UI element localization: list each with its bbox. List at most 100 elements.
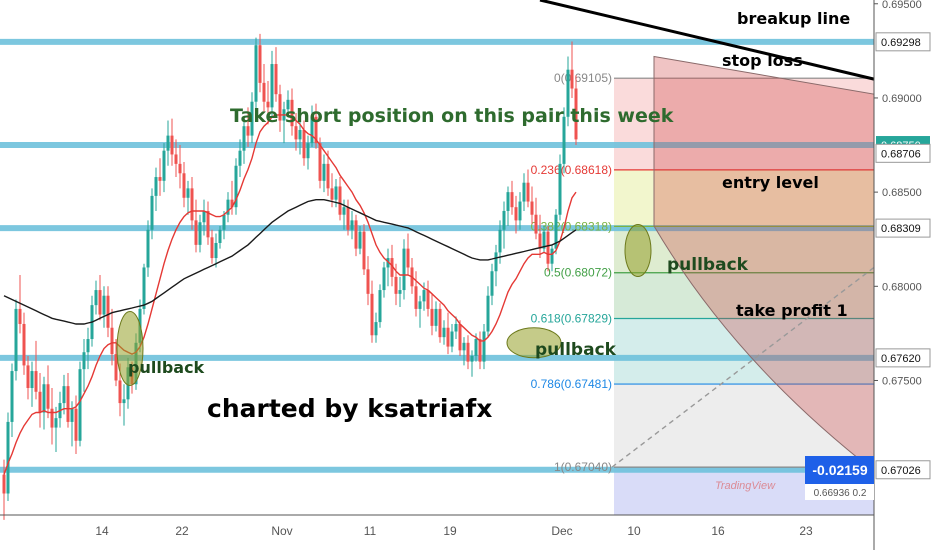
price-marker-box	[875, 348, 931, 368]
candle-body	[322, 163, 326, 181]
candle-body	[426, 290, 430, 309]
candle-body	[398, 290, 402, 294]
time-tick-label: 10	[627, 524, 641, 538]
pullback-ellipse	[116, 310, 144, 386]
dashed-projection-line	[611, 266, 875, 468]
annotation-breakup: breakup line	[737, 9, 850, 28]
candle-body	[294, 126, 298, 140]
candle-body	[178, 163, 182, 174]
candle-body	[422, 290, 426, 302]
price-marker-label: 0.69298	[881, 37, 921, 49]
candle-body	[390, 258, 394, 277]
fib-level-label: 0(0.69105)	[554, 71, 612, 85]
candle-body	[206, 210, 210, 238]
fib-level-label: 1(0.67040)	[554, 460, 612, 474]
candle-body	[6, 421, 10, 494]
candle-body	[446, 327, 450, 347]
candle-body	[478, 339, 482, 362]
candle-body	[214, 242, 218, 259]
candle-body	[346, 207, 350, 230]
candle-body	[302, 129, 306, 159]
candle-body	[46, 384, 50, 409]
candle-body	[550, 248, 554, 264]
candle-body	[286, 99, 290, 110]
breakup-trendline	[539, 0, 875, 81]
price-tick-label: 0.69500	[882, 0, 922, 11]
fib-level-label: 0.382(0.68318)	[531, 219, 612, 233]
candle-body	[62, 386, 66, 404]
time-tick-label: 19	[443, 524, 457, 538]
candle-body	[306, 143, 310, 159]
candle-body	[94, 290, 98, 306]
candle-body	[514, 207, 518, 221]
candle-body	[402, 248, 406, 291]
candle-body	[194, 220, 198, 245]
candle-body	[522, 182, 526, 202]
candle-body	[170, 135, 174, 155]
candle-body	[350, 220, 354, 230]
candle-body	[18, 308, 22, 324]
candle-body	[570, 69, 574, 89]
fib-zone	[614, 78, 874, 170]
price-marker-label: 0.67620	[881, 353, 921, 365]
candle-body	[458, 323, 462, 351]
fib-zone	[614, 272, 874, 319]
price-marker-box	[875, 218, 931, 238]
candle-body	[70, 408, 74, 422]
annotation-pullback_c: pullback	[667, 255, 749, 275]
candle-body	[34, 371, 38, 392]
time-tick-label: 22	[175, 524, 189, 538]
candle-body	[434, 308, 438, 326]
candle-body	[198, 222, 202, 245]
candle-body	[158, 177, 162, 181]
candle-body	[530, 201, 534, 215]
candle-body	[66, 386, 70, 422]
candle-body	[406, 248, 410, 268]
candle-body	[254, 45, 258, 102]
candle-body	[574, 88, 578, 140]
fib-level-label: 0.618(0.67829)	[531, 312, 612, 326]
candle-body	[314, 116, 318, 144]
candle-body	[42, 384, 46, 413]
candle-body	[534, 214, 538, 234]
candle-body	[370, 293, 374, 336]
candle-body	[110, 327, 114, 355]
price-tick-label: 0.69000	[882, 93, 922, 105]
candle-body	[538, 233, 542, 249]
candle-body	[218, 229, 222, 243]
candle-body	[442, 327, 446, 338]
candle-body	[226, 199, 230, 215]
annotation-signature: charted by ksatriafx	[207, 394, 492, 423]
candle-body	[462, 342, 466, 351]
candle-body	[274, 64, 278, 95]
candle-body	[418, 301, 422, 309]
candle-body	[182, 173, 186, 198]
candle-body	[558, 163, 562, 215]
candle-body	[238, 150, 242, 166]
value-badge	[805, 456, 874, 484]
candle-body	[366, 269, 370, 294]
annotation-pullback_b: pullback	[535, 340, 617, 360]
candle-body	[74, 408, 78, 441]
candle-body	[174, 154, 178, 164]
candle-body	[14, 308, 18, 372]
annotation-tp1: take profit 1	[736, 301, 848, 320]
candle-body	[258, 45, 262, 83]
value-badge-sub	[805, 484, 874, 500]
candle-body	[210, 237, 214, 259]
candle-body	[266, 101, 270, 108]
candle-body	[362, 231, 366, 270]
price-marker-label: 0.68309	[881, 223, 921, 235]
candle-body	[54, 418, 58, 428]
watermark: TradingView	[715, 480, 776, 492]
candle-body	[154, 177, 158, 196]
candle-body	[162, 150, 166, 181]
candle-body	[430, 308, 434, 326]
candle-body	[114, 354, 118, 381]
price-marker-label: 0.67026	[881, 465, 921, 477]
candle-body	[342, 207, 346, 215]
candle-body	[234, 165, 238, 208]
candle-body	[338, 186, 342, 215]
price-tick-label: 0.68000	[882, 281, 922, 293]
